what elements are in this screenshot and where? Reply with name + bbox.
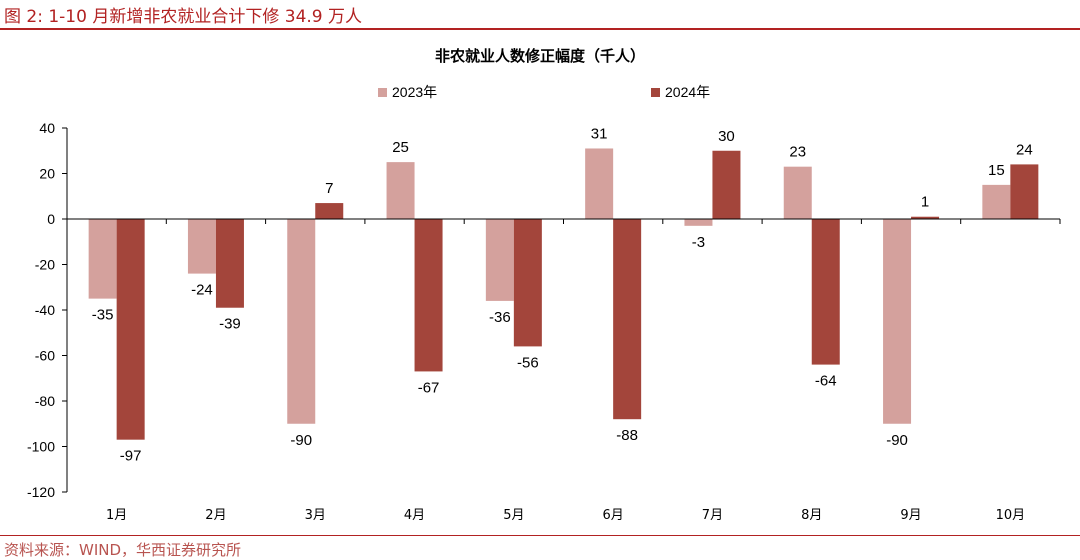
top-rule (0, 28, 1080, 30)
data-label-2023-3: -90 (290, 432, 312, 449)
bar-2023-5 (485, 219, 514, 301)
data-label-2024-2: -39 (219, 316, 241, 333)
data-label-2024-8: -64 (815, 373, 837, 390)
x-tick-label: 6月 (603, 508, 624, 523)
data-label-2023-10: 15 (988, 162, 1005, 179)
bar-2024-4 (414, 219, 443, 372)
y-tick-label: -120 (27, 484, 55, 500)
bar-2024-8 (811, 219, 840, 365)
legend-label-2: 2024年 (665, 84, 710, 100)
x-tick-label: 4月 (404, 508, 425, 523)
data-labels: -35 -97 -24 -39 -90 7 25 -67 -36 -56 31 -88 -3 30 23 -6… (92, 125, 1033, 464)
y-tick-label: 40 (39, 120, 55, 136)
bar-2023-1 (88, 219, 117, 299)
bar-2024-3 (315, 203, 344, 219)
bar-2023-3 (287, 219, 316, 424)
bar-2024-9 (911, 216, 940, 219)
x-tick-label: 1月 (106, 508, 127, 523)
x-tick-label: 7月 (702, 508, 723, 523)
data-label-2024-9: 1 (921, 194, 929, 211)
x-tick-label: 8月 (801, 508, 822, 523)
legend-swatch-1 (378, 88, 387, 97)
data-label-2023-4: 25 (392, 139, 409, 156)
y-tick-label: -20 (35, 257, 55, 273)
data-label-2024-4: -67 (418, 379, 440, 396)
figure-title: 图 2: 1-10 月新增非农就业合计下修 34.9 万人 (4, 2, 362, 27)
legend: 2023年 2024年 (378, 84, 710, 100)
bar-2024-7 (712, 150, 741, 219)
bar-2024-2 (215, 219, 244, 308)
bar-2023-2 (187, 219, 216, 274)
data-label-2023-9: -90 (886, 432, 908, 449)
y-tick-label: -40 (35, 302, 55, 318)
data-label-2024-7: 30 (718, 128, 735, 145)
y-axis: 40 20 0 -20 -40 -60 -80 -100 -120 (27, 120, 68, 500)
x-tick-label: 9月 (900, 508, 921, 523)
data-label-2023-1: -35 (92, 307, 114, 324)
data-label-2023-2: -24 (191, 282, 213, 299)
data-label-2024-6: -88 (616, 427, 638, 444)
bar-2023-9 (883, 219, 912, 424)
data-label-2024-5: -56 (517, 354, 539, 371)
chart-title: 非农就业人数修正幅度（千人） (435, 47, 645, 65)
y-tick-label: -100 (27, 439, 55, 455)
x-tick-label: 10月 (996, 508, 1026, 523)
figure-title-text: 1-10 月新增非农就业合计下修 34.9 万人 (48, 7, 363, 27)
bar-2024-5 (513, 219, 542, 347)
bottom-rule (0, 535, 1080, 536)
bar-chart: 非农就业人数修正幅度（千人） 2023年 2024年 40 20 0 -20 -40 -60… (27, 47, 1061, 523)
data-label-2024-3: 7 (325, 180, 333, 197)
legend-label-1: 2023年 (392, 84, 437, 100)
bar-2024-1 (116, 219, 145, 440)
data-label-2024-10: 24 (1016, 141, 1033, 158)
bar-2023-10 (982, 184, 1011, 219)
source-note: 资料来源：WIND，华西证券研究所 (4, 541, 242, 559)
data-label-2023-5: -36 (489, 309, 511, 326)
x-tick-label: 5月 (503, 508, 524, 523)
data-label-2024-1: -97 (120, 448, 142, 465)
y-tick-label: 0 (47, 211, 55, 227)
bar-2023-7 (684, 219, 713, 226)
legend-swatch-2 (651, 88, 660, 97)
data-label-2023-6: 31 (591, 125, 608, 142)
y-tick-label: -80 (35, 393, 55, 409)
data-label-2023-8: 23 (789, 144, 806, 161)
bars (88, 148, 1039, 440)
bar-2023-4 (386, 162, 415, 219)
y-tick-label: -60 (35, 348, 55, 364)
x-tick-label: 2月 (205, 508, 226, 523)
figure-label: 图 2: (4, 7, 43, 27)
x-axis: 1月 2月 3月 4月 5月 6月 7月 8月 9月 10月 (66, 218, 1061, 523)
bar-2023-6 (585, 148, 614, 219)
data-label-2023-7: -3 (692, 234, 705, 251)
bar-2024-6 (613, 219, 642, 420)
bar-2023-8 (783, 166, 812, 219)
x-tick-label: 3月 (305, 508, 326, 523)
y-tick-label: 20 (39, 166, 55, 182)
bar-2024-10 (1010, 164, 1039, 219)
